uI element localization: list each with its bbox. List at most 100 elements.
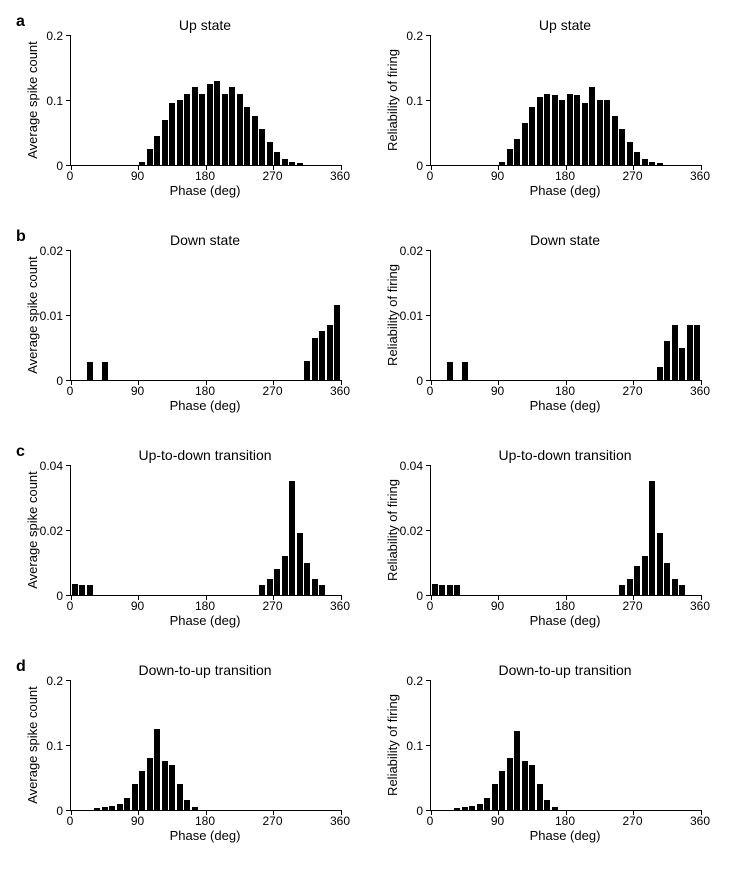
bar <box>604 100 610 165</box>
x-tick-label: 270 <box>262 384 282 398</box>
bar <box>672 579 678 595</box>
bar <box>537 784 543 810</box>
x-tick-label: 90 <box>131 814 144 828</box>
y-tick <box>66 810 71 811</box>
x-tick-label: 90 <box>491 599 504 613</box>
bar <box>79 585 85 595</box>
bar <box>522 123 528 165</box>
bar <box>597 100 603 165</box>
bar <box>154 136 160 165</box>
bar <box>267 142 273 165</box>
y-tick-label: 0.2 <box>23 674 63 688</box>
panel-title: Up state <box>70 17 340 33</box>
bar <box>282 556 288 595</box>
y-tick-label: 0 <box>383 804 423 818</box>
panel-b-left: Down stateAverage spike countPhase (deg)… <box>70 250 340 380</box>
y-tick-label: 0.1 <box>383 94 423 108</box>
bar <box>454 808 460 810</box>
y-tick <box>66 595 71 596</box>
x-tick-label: 270 <box>622 814 642 828</box>
bar <box>177 784 183 810</box>
x-tick-label: 0 <box>427 384 434 398</box>
bar <box>469 806 475 810</box>
y-tick-label: 0 <box>383 589 423 603</box>
x-tick-label: 180 <box>195 599 215 613</box>
bar <box>162 761 168 810</box>
bar <box>237 94 243 166</box>
x-tick-label: 360 <box>690 169 710 183</box>
bar <box>184 800 190 810</box>
y-tick-label: 0 <box>23 374 63 388</box>
bar <box>139 771 145 810</box>
y-tick-label: 0.02 <box>23 524 63 538</box>
bar <box>664 563 670 596</box>
panel-a-right: Up stateReliability of firingPhase (deg)… <box>430 35 700 165</box>
panel-letter-b: b <box>16 228 26 246</box>
bar <box>679 585 685 595</box>
bar <box>619 129 625 165</box>
plot-area <box>430 250 701 381</box>
x-tick-label: 270 <box>262 814 282 828</box>
y-tick <box>66 680 71 681</box>
bar <box>327 325 333 380</box>
y-tick-label: 0.04 <box>23 459 63 473</box>
figure-root: Up stateAverage spike countPhase (deg)09… <box>0 0 738 872</box>
bar <box>177 100 183 165</box>
bar <box>214 81 220 166</box>
panel-d-left: Down-to-up transitionAverage spike count… <box>70 680 340 810</box>
panel-title: Down-to-up transition <box>70 662 340 678</box>
panel-a-left: Up stateAverage spike countPhase (deg)09… <box>70 35 340 165</box>
bar <box>447 585 453 595</box>
bar <box>229 87 235 165</box>
bar <box>259 129 265 165</box>
x-tick-label: 0 <box>427 814 434 828</box>
bar <box>87 585 93 595</box>
bar <box>507 149 513 165</box>
y-tick-label: 0.02 <box>23 244 63 258</box>
y-tick-label: 0.2 <box>23 29 63 43</box>
y-tick <box>66 380 71 381</box>
bar <box>619 585 625 595</box>
y-tick <box>426 380 431 381</box>
x-tick-label: 0 <box>67 599 74 613</box>
bar <box>439 585 445 595</box>
x-tick-label: 360 <box>330 599 350 613</box>
bar <box>162 120 168 166</box>
bar <box>567 94 573 166</box>
bar <box>297 533 303 595</box>
bar <box>207 84 213 165</box>
bar <box>447 362 453 380</box>
plot-area <box>430 465 701 596</box>
bar <box>192 807 198 810</box>
x-tick-label: 180 <box>555 599 575 613</box>
y-tick-label: 0 <box>383 159 423 173</box>
x-axis-label: Phase (deg) <box>430 613 700 628</box>
y-tick-label: 0.1 <box>23 94 63 108</box>
x-tick-label: 270 <box>262 169 282 183</box>
bar <box>544 800 550 810</box>
y-tick-label: 0.1 <box>23 739 63 753</box>
bar <box>132 784 138 810</box>
x-tick-label: 270 <box>622 599 642 613</box>
y-tick <box>66 100 71 101</box>
x-tick-label: 0 <box>67 169 74 183</box>
bar <box>657 533 663 595</box>
x-axis-label: Phase (deg) <box>70 398 340 413</box>
y-tick-label: 0.2 <box>383 674 423 688</box>
bar <box>642 556 648 595</box>
bar <box>514 731 520 810</box>
x-axis-label: Phase (deg) <box>430 398 700 413</box>
bar <box>657 367 663 380</box>
bar <box>694 325 700 380</box>
y-tick-label: 0.02 <box>383 524 423 538</box>
bar <box>282 159 288 166</box>
panel-title: Down state <box>70 232 340 248</box>
y-tick <box>66 165 71 166</box>
y-tick <box>426 465 431 466</box>
bar <box>552 807 558 810</box>
y-tick <box>66 745 71 746</box>
x-axis-label: Phase (deg) <box>70 183 340 198</box>
bar <box>589 87 595 165</box>
bar <box>432 584 438 595</box>
x-tick-label: 360 <box>330 169 350 183</box>
